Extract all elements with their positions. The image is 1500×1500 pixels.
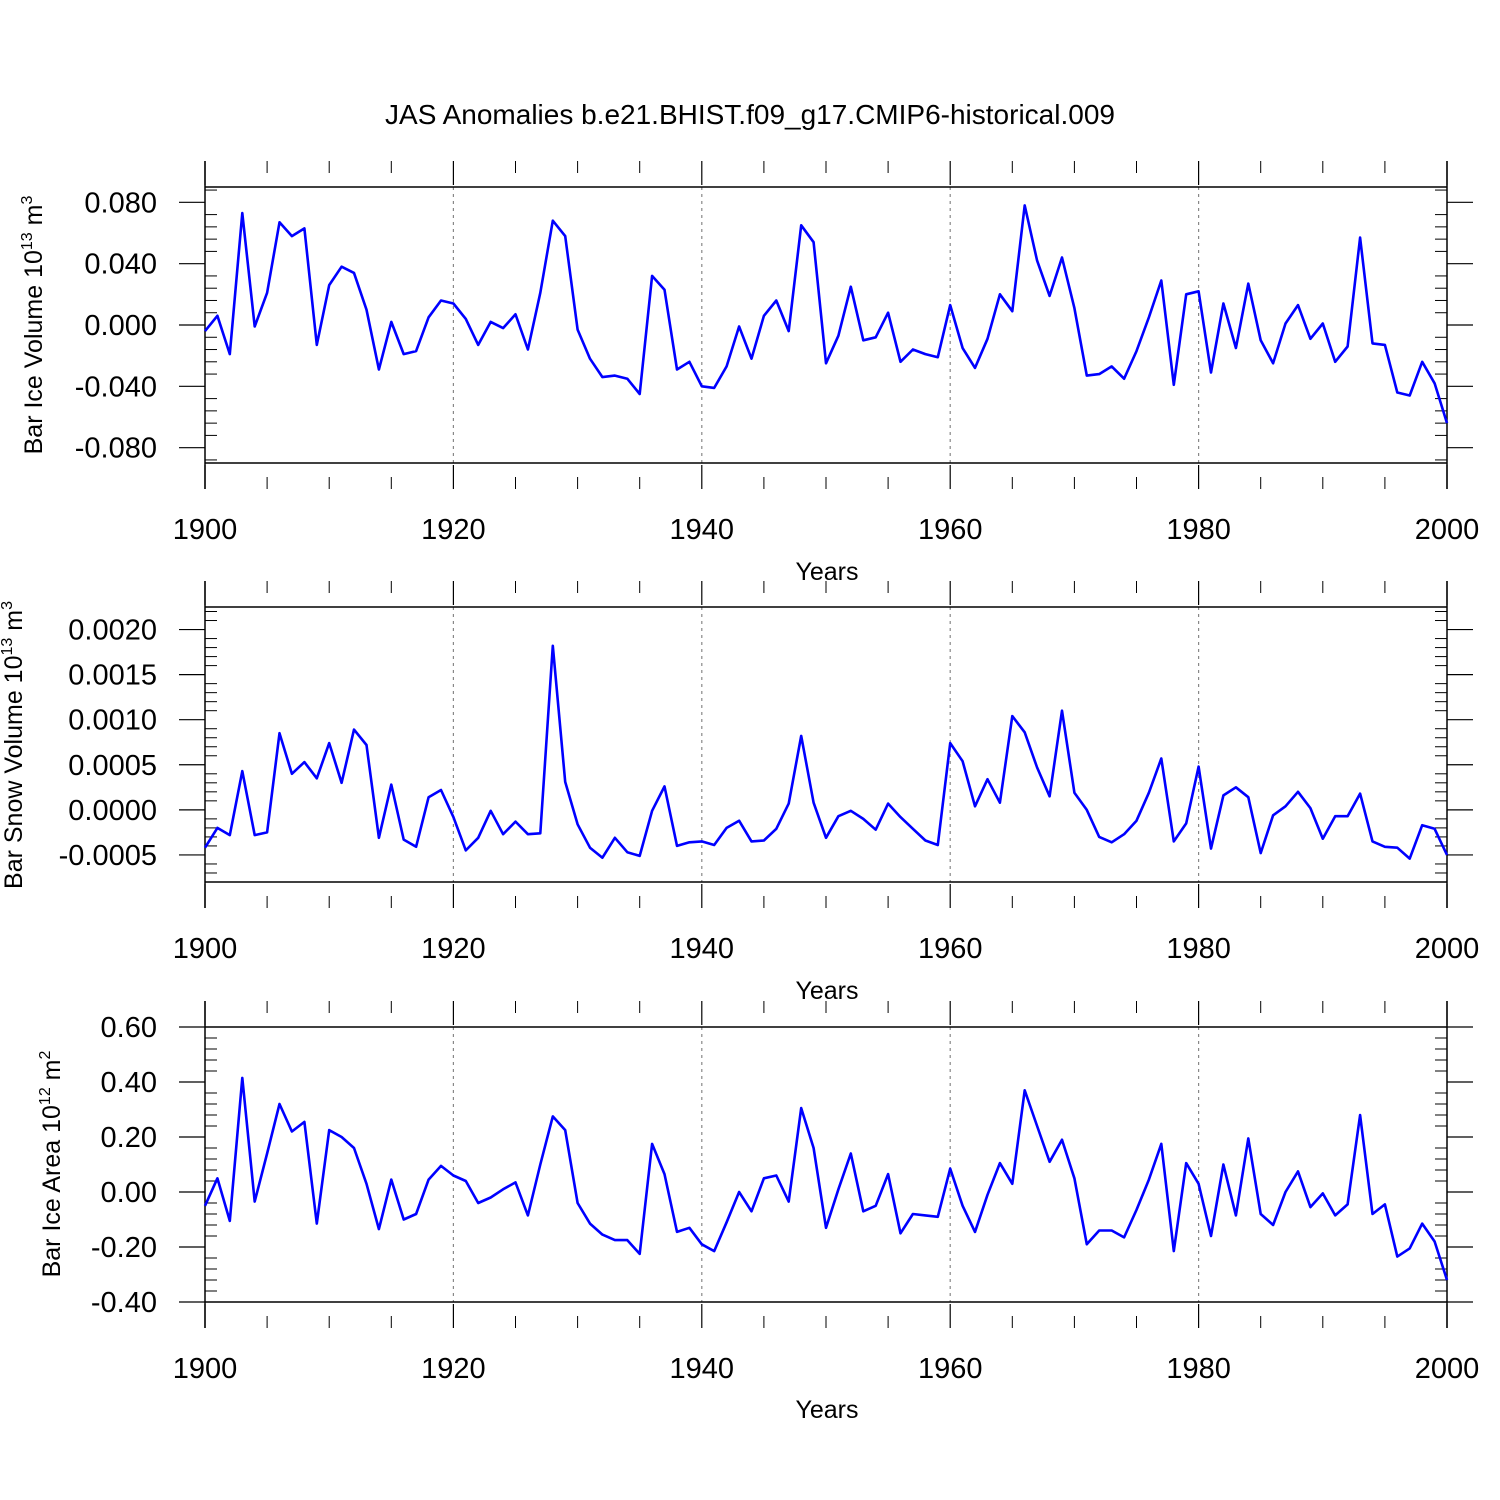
snow-volume-series-line [203,644,1449,860]
ice-area-ytick-label: -0.20 [91,1232,157,1264]
ice-area-ytick-label: 0.00 [101,1177,157,1209]
ice-volume-ytick-label: -0.080 [75,433,157,465]
ice-area-ytick-label: 0.40 [101,1067,157,1099]
ice-area-ytick-label: -0.40 [91,1287,157,1319]
ice-area-xtick-label-1960: 1960 [918,1353,983,1385]
ice-volume-ytick-label: -0.040 [75,371,157,403]
snow-volume-xtick-label-1900: 1900 [173,933,238,965]
panel-ice-area-ylabel: Bar Ice Area 1012 m2 [37,1051,66,1278]
ice-volume-ytick-label: 0.080 [84,187,157,219]
snow-volume-xtick-label-1940: 1940 [670,933,735,965]
ice-area-ytick-label: 0.20 [101,1122,157,1154]
figure-title: JAS Anomalies b.e21.BHIST.f09_g17.CMIP6-… [385,99,1115,130]
ice-area-ytick-label: 0.60 [101,1012,157,1044]
ice-volume-xtick-label-1900: 1900 [173,514,238,546]
panel-snow-volume: Bar Snow Volume 1013 m3 Years 1900 1920 19… [0,581,1479,1005]
ice-volume-ytick-label: 0.040 [84,249,157,281]
snow-volume-xtick-label-2000: 2000 [1415,933,1480,965]
ice-volume-xtick-label-2000: 2000 [1415,514,1480,546]
panel-ice-volume-ylabel: Bar Ice Volume 1013 m3 [19,196,48,455]
ice-area-xtick-label-1900: 1900 [173,1353,238,1385]
panel-ice-volume: Bar Ice Volume 1013 m3 Years 1900 1920 194… [19,161,1479,586]
snow-volume-ytick-label: 0.0000 [68,795,157,827]
snow-volume-ytick-label: -0.0005 [59,840,157,872]
panel-snow-volume-xlabel: Years [795,977,858,1005]
ice-area-series-line [203,1076,1449,1281]
ice-area-xtick-label-1940: 1940 [670,1353,735,1385]
ice-volume-ytick-label: 0.000 [84,310,157,342]
ice-volume-xtick-label-1940: 1940 [670,514,735,546]
snow-volume-xtick-label-1980: 1980 [1166,933,1231,965]
ice-area-xtick-label-1980: 1980 [1166,1353,1231,1385]
panel-ice-volume-xlabel: Years [795,558,858,586]
ice-volume-series-line [203,204,1449,424]
snow-volume-ytick-label: 0.0020 [68,615,157,647]
ice-area-xtick-label-1920: 1920 [421,1353,486,1385]
snow-volume-ytick-label: 0.0005 [68,750,157,782]
snow-volume-ytick-label: 0.0015 [68,660,157,692]
panel-ice-area: Bar Ice Area 1012 m2 Years 1900 1920 1940 1… [37,1001,1479,1424]
ice-volume-xtick-label-1920: 1920 [421,514,486,546]
snow-volume-ytick-label: 0.0010 [68,705,157,737]
ice-volume-xtick-label-1980: 1980 [1166,514,1231,546]
snow-volume-xtick-label-1920: 1920 [421,933,486,965]
ice-area-xtick-label-2000: 2000 [1415,1353,1480,1385]
panel-snow-volume-ylabel: Bar Snow Volume 1013 m3 [0,601,28,889]
ice-volume-xtick-label-1960: 1960 [918,514,983,546]
panel-ice-area-xlabel: Years [795,1396,858,1424]
snow-volume-xtick-label-1960: 1960 [918,933,983,965]
